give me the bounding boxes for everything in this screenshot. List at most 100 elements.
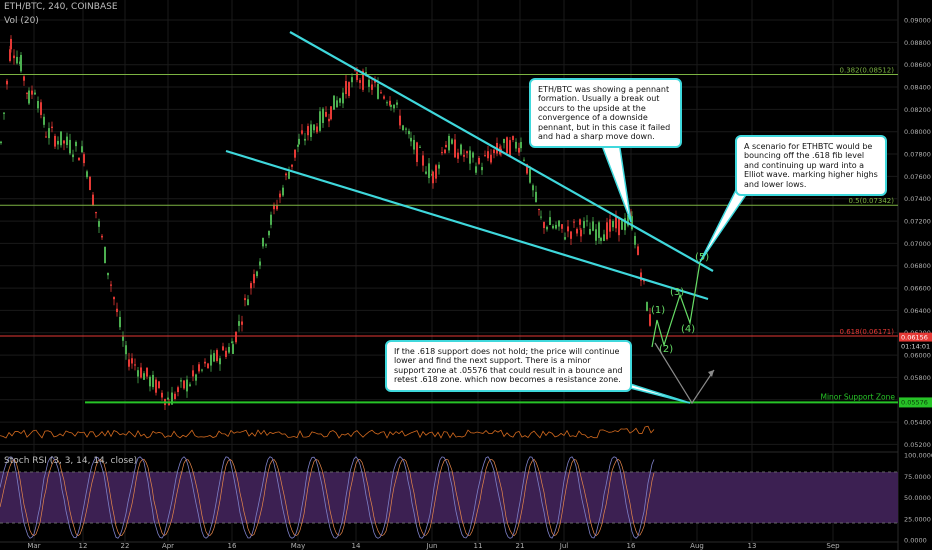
price-tick-label: 0.07800 <box>904 151 931 159</box>
volume-label: Vol (20) <box>4 16 39 26</box>
stoch-rsi-label: Stoch RSI (3, 3, 14, 14, close) <box>4 456 138 466</box>
candle-body <box>561 224 563 229</box>
candle-body <box>149 376 151 387</box>
candle-body <box>606 222 608 240</box>
candle-body <box>383 96 385 99</box>
candle-body <box>371 84 373 90</box>
candle-body <box>213 353 215 362</box>
stoch-tick-label: 0.0000 <box>904 537 927 545</box>
candle-body <box>529 168 531 183</box>
candle-body <box>137 370 139 377</box>
candle-body <box>432 171 434 184</box>
candle-body <box>140 367 142 378</box>
candle-body <box>207 363 209 369</box>
candle-body <box>374 80 376 83</box>
candle-body <box>390 105 392 107</box>
candle-body <box>621 219 623 230</box>
candle-body <box>186 379 188 392</box>
candle-body <box>328 118 330 122</box>
price-tick-label: 0.08000 <box>904 128 931 136</box>
candle-body <box>37 101 39 109</box>
candle-body <box>143 373 145 380</box>
candle-body <box>339 98 341 103</box>
candle-body <box>600 237 602 241</box>
candle-body <box>598 222 600 238</box>
current-price-tag <box>899 332 932 342</box>
candle-body <box>10 38 12 50</box>
candle-body <box>520 142 522 149</box>
candle-body <box>0 141 2 144</box>
candle-body <box>83 154 85 164</box>
fib-level-label: 0.5(0.07342) <box>848 197 894 205</box>
candle-body <box>460 144 462 155</box>
candle-body <box>472 152 474 158</box>
candle-body <box>265 244 267 246</box>
candle-body <box>405 128 407 130</box>
candle-body <box>183 380 185 389</box>
candle-body <box>219 358 221 365</box>
candle-body <box>57 140 59 145</box>
candle-body <box>413 139 415 150</box>
candle-body <box>538 209 540 211</box>
candle-body <box>189 384 191 386</box>
candle-body <box>198 364 200 372</box>
candle-body <box>78 157 80 161</box>
candle-body <box>612 221 614 228</box>
candle-body <box>3 112 5 114</box>
candle-body <box>503 138 505 143</box>
candle-body <box>609 219 611 232</box>
candle-body <box>441 152 443 154</box>
candle-body <box>310 124 312 137</box>
candle-body <box>210 354 212 366</box>
candle-body <box>399 115 401 126</box>
candle-body <box>241 321 243 325</box>
time-tick-label: Apr <box>162 542 174 550</box>
candle-body <box>256 271 258 277</box>
candle-body <box>410 137 412 142</box>
candle-body <box>646 302 648 311</box>
candle-body <box>408 130 410 135</box>
candle-body <box>66 136 68 145</box>
candle-body <box>116 308 118 313</box>
candle-body <box>244 298 246 301</box>
candle-body <box>603 234 605 241</box>
candle-body <box>20 54 22 72</box>
candle-body <box>43 116 45 125</box>
candle-body <box>201 369 203 371</box>
candle-body <box>262 238 264 247</box>
candle-body <box>342 92 344 104</box>
candle-body <box>649 314 651 326</box>
candle-body <box>16 56 18 64</box>
candle-body <box>31 90 33 95</box>
candle-body <box>573 221 575 223</box>
stoch-tick-label: 50.0000 <box>904 494 931 502</box>
candle-body <box>580 229 582 237</box>
candle-body <box>69 139 71 154</box>
support-price-value: 0.05576 <box>901 398 928 406</box>
candle-body <box>419 146 421 148</box>
candle-body <box>457 152 459 159</box>
candle-body <box>322 108 324 123</box>
price-tick-label: 0.06400 <box>904 307 931 315</box>
candle-body <box>276 205 278 210</box>
time-tick-label: May <box>291 542 305 550</box>
fib-level-label: 0.382(0.08512) <box>840 67 895 75</box>
candle-body <box>101 235 103 238</box>
candle-body <box>26 92 28 94</box>
candle-body <box>475 166 477 173</box>
candle-body <box>445 144 447 148</box>
candle-body <box>225 350 227 357</box>
price-tick-label: 0.06000 <box>904 352 931 360</box>
price-tick-label: 0.08200 <box>904 106 931 114</box>
stoch-tick-label: 25.0000 <box>904 515 931 523</box>
candle-body <box>500 148 502 151</box>
price-tick-label: 0.08400 <box>904 84 931 92</box>
stoch-band <box>0 472 898 523</box>
candle-body <box>631 216 633 230</box>
candle-body <box>362 70 364 90</box>
price-tick-label: 0.07400 <box>904 195 931 203</box>
time-tick-label: 16 <box>627 542 636 550</box>
time-tick-label: 22 <box>121 542 130 550</box>
candle-body <box>125 345 127 355</box>
